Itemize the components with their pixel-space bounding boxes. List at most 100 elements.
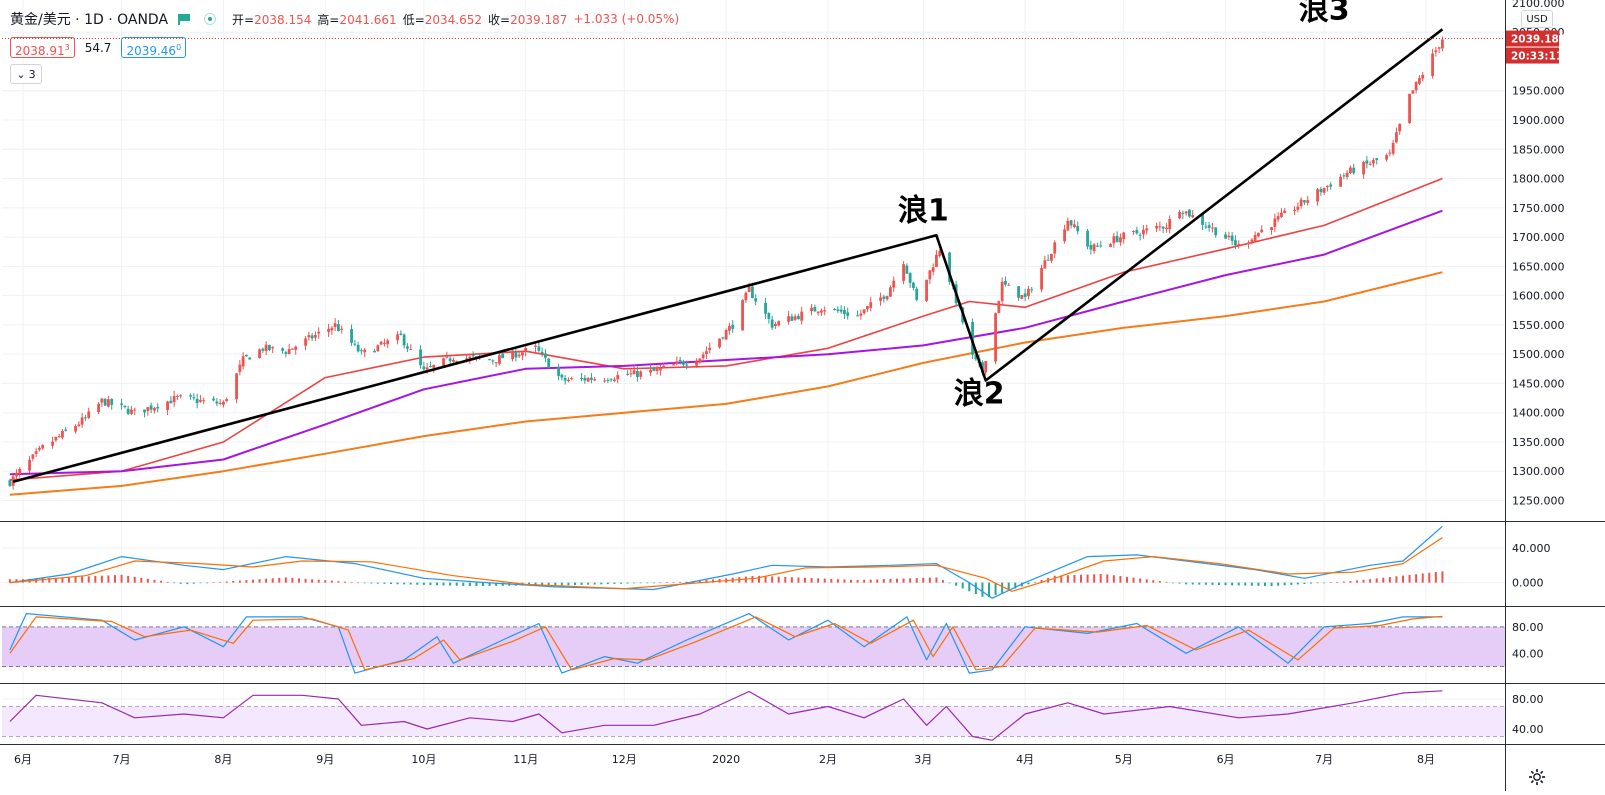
macd-histogram-bar — [1060, 575, 1063, 583]
macd-histogram-bar — [160, 580, 162, 583]
candle-body — [767, 313, 771, 319]
macd-histogram-bar — [298, 578, 300, 583]
price-axis-label: 1650.000 — [1512, 260, 1565, 273]
candle-body — [130, 409, 133, 414]
macd-histogram-bar — [1310, 582, 1312, 584]
candle-body — [705, 351, 708, 354]
stoch-band — [2, 626, 1505, 667]
macd-histogram-bar — [271, 578, 274, 583]
currency-button[interactable]: USD — [1521, 10, 1553, 28]
candle-body — [379, 341, 383, 345]
candle-body — [984, 361, 988, 373]
candle-body — [1329, 184, 1333, 187]
macd-histogram-bar — [600, 582, 603, 585]
macd-histogram-bar — [495, 582, 498, 586]
macd-histogram-bar — [1264, 582, 1266, 586]
candle-body — [613, 379, 616, 382]
candle-body — [1053, 242, 1057, 254]
macd-histogram-bar — [258, 579, 261, 583]
macd-histogram-bar — [882, 579, 885, 583]
candle-body — [1339, 176, 1342, 187]
quote-row: 2038.913 54.7 2039.460 — [10, 37, 187, 58]
candle-body — [1306, 200, 1310, 203]
candle-body — [304, 338, 307, 346]
macd-histogram-bar — [652, 582, 655, 584]
candle-body — [87, 411, 91, 418]
candle-body — [31, 454, 35, 459]
candle-body — [1119, 237, 1122, 243]
candle-body — [1115, 235, 1119, 242]
price-axis-label: 2100.000 — [1512, 0, 1565, 10]
macd-histogram-bar — [1126, 576, 1128, 583]
candle-body — [1023, 293, 1027, 297]
ohlc-low: 低=2034.652 — [402, 12, 483, 27]
macd-histogram-bar — [383, 582, 386, 584]
indicators-toggle-button[interactable]: ⌄ 3 — [10, 64, 42, 84]
candle-body — [1431, 53, 1434, 77]
candle-body — [800, 311, 804, 321]
candle-body — [603, 380, 606, 382]
flag-icon[interactable] — [178, 13, 191, 25]
time-axis-label: 2月 — [819, 753, 837, 766]
gear-icon[interactable] — [1527, 767, 1547, 787]
macd-histogram-bar — [1034, 582, 1036, 583]
macd-histogram-bar — [1086, 574, 1089, 583]
candle-body — [570, 378, 574, 380]
macd-histogram-bar — [922, 577, 925, 583]
macd-histogram-bar — [698, 580, 701, 583]
macd-histogram-bar — [1158, 581, 1161, 583]
macd-histogram-bar — [252, 579, 254, 583]
macd-histogram-bar — [1349, 581, 1352, 583]
wave-label: 浪1 — [898, 194, 949, 229]
candle-body — [97, 403, 100, 412]
candle-body — [744, 292, 748, 301]
candle-body — [537, 346, 541, 351]
candle-body — [189, 395, 192, 397]
macd-histogram-bar — [41, 578, 44, 583]
candle-body — [882, 296, 886, 299]
candle-body — [514, 351, 518, 358]
macd-histogram-bar — [324, 580, 327, 583]
candle-body — [1349, 167, 1352, 173]
macd-histogram-bar — [1165, 581, 1168, 583]
candle-body — [64, 429, 68, 431]
candle-body — [107, 399, 110, 407]
time-axis-label: 4月 — [1016, 753, 1034, 766]
candle-body — [866, 306, 869, 310]
candle-body — [38, 447, 41, 450]
candle-body — [820, 310, 823, 313]
macd-histogram-bar — [915, 578, 918, 583]
buy-button[interactable]: 2039.460 — [121, 37, 187, 58]
macd-histogram-bar — [1080, 574, 1082, 583]
macd-histogram-bar — [376, 582, 379, 584]
candle-body — [846, 312, 850, 316]
sell-button[interactable]: 2038.913 — [10, 37, 75, 58]
candle-body — [241, 356, 245, 367]
candle-body — [1296, 206, 1300, 210]
macd-histogram-bar — [613, 582, 616, 584]
candle-body — [1253, 235, 1257, 242]
candle-body — [869, 302, 873, 308]
candle-body — [103, 398, 107, 406]
candle-body — [662, 365, 666, 368]
macd-histogram-bar — [1204, 582, 1207, 585]
candle-body — [948, 252, 951, 282]
candle-body — [1181, 212, 1185, 214]
candle-body — [1122, 232, 1126, 240]
macd-histogram-bar — [902, 578, 905, 583]
candle-body — [126, 408, 130, 414]
macd-histogram-bar — [1093, 574, 1096, 583]
price-axis-label: 40.000 — [1512, 542, 1551, 555]
candle-body — [238, 364, 242, 372]
chevron-down-icon: ⌄ — [16, 67, 26, 81]
candle-body — [1250, 239, 1254, 242]
price-axis-label: 1750.000 — [1512, 202, 1565, 215]
macd-histogram-bar — [344, 581, 346, 583]
symbol-label[interactable]: 黄金/美元 · 1D · OANDA — [10, 12, 169, 28]
macd-histogram-bar — [212, 582, 215, 583]
candle-body — [1273, 218, 1277, 227]
macd-histogram-bar — [1283, 582, 1286, 586]
candle-body — [724, 329, 728, 340]
candle-body — [754, 298, 758, 302]
